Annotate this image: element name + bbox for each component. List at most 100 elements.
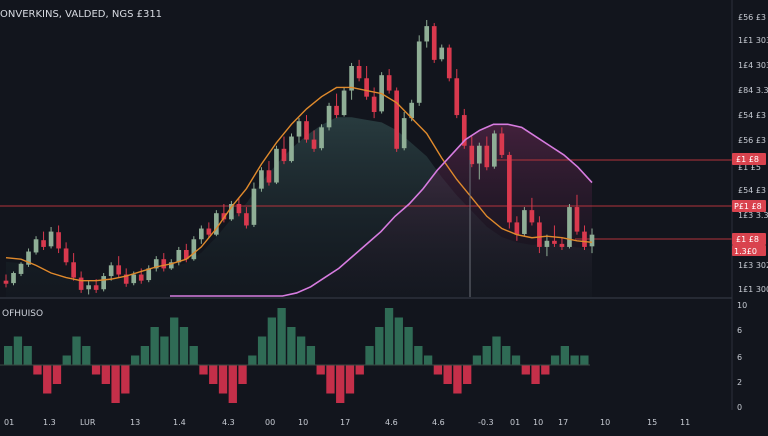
indicator-bar <box>511 355 521 365</box>
candle-body <box>274 148 279 183</box>
candle-body <box>507 154 512 223</box>
candle-body <box>386 75 392 91</box>
candle-body <box>199 228 204 240</box>
indicator-bar <box>453 365 462 394</box>
candle-body <box>101 276 106 290</box>
candle <box>26 248 31 267</box>
time-axis-label: 01 <box>4 418 14 427</box>
candle-body <box>146 268 152 281</box>
candle <box>552 225 557 247</box>
indicator-bar <box>384 308 394 365</box>
indicator-axis-label: 10 <box>737 301 747 310</box>
candle <box>274 145 279 185</box>
candle-body <box>229 204 234 220</box>
candle <box>33 236 39 255</box>
indicator-bar <box>365 346 374 365</box>
indicator-bar <box>326 365 335 394</box>
candle <box>461 108 467 149</box>
candle <box>93 279 99 293</box>
candle-body <box>221 213 227 220</box>
indicator-axis: 10 6 6 2 0 <box>737 301 747 412</box>
candle-body <box>589 234 595 247</box>
price-tag-label: 1.3£0 <box>734 247 757 256</box>
candle-body <box>446 47 452 79</box>
moving-averages <box>5 86 593 297</box>
indicator-bar <box>23 346 32 365</box>
time-axis-label: 10 <box>600 418 610 427</box>
candle <box>153 256 159 272</box>
candle-body <box>78 277 84 290</box>
candle-body <box>544 240 550 247</box>
candle-body <box>161 259 167 269</box>
price-tag[interactable]: £1 £8 <box>732 233 766 245</box>
candle-body <box>18 263 24 274</box>
indicator-bar <box>316 365 325 375</box>
candle <box>416 35 422 106</box>
candle <box>326 102 332 131</box>
indicator-bar <box>375 327 384 365</box>
indicator-axis-label: 0 <box>737 403 742 412</box>
candle-body <box>514 222 520 235</box>
candle-body <box>461 115 467 146</box>
candle <box>229 200 234 221</box>
candle-body <box>326 105 332 128</box>
candle-body <box>183 250 189 260</box>
candle-body <box>116 265 122 275</box>
time-axis-label: 01 <box>510 418 520 427</box>
candle-body <box>416 41 422 103</box>
indicator-bar <box>355 365 364 375</box>
candle <box>48 227 54 249</box>
candle-body <box>138 274 144 281</box>
candle <box>71 253 76 281</box>
indicator-bar <box>189 346 198 365</box>
candle <box>341 87 347 117</box>
candle-body <box>86 285 91 290</box>
indicator-bar <box>248 355 257 365</box>
indicator-bar <box>160 336 169 365</box>
indicator-bar <box>33 365 42 375</box>
indicator-bar <box>492 336 501 365</box>
candle <box>11 271 16 286</box>
candle <box>574 194 580 235</box>
price-axis-label: 1£1 300 <box>738 285 768 294</box>
candle <box>236 197 242 217</box>
candle <box>424 20 430 48</box>
ma-fast-line <box>5 86 593 282</box>
candle-body <box>304 121 309 140</box>
indicator-bar <box>150 327 159 365</box>
indicator-bar <box>130 355 140 365</box>
indicator-bar <box>297 336 306 365</box>
chart-title: ONVERKINS, VALDED, NGS £311 <box>0 9 162 20</box>
candle <box>244 207 249 229</box>
candle <box>123 268 129 287</box>
price-tag[interactable]: 1.3£0 <box>732 245 766 256</box>
price-axis: £56 £3 1£1 303 1£4 303 £84 3.3 £54 £3 £5… <box>738 13 768 294</box>
indicator-axis-label: 2 <box>737 378 742 387</box>
time-axis-label: 11 <box>680 418 690 427</box>
candle <box>446 44 452 82</box>
price-axis-label: £54 £3 <box>738 186 766 195</box>
indicator-bar <box>531 365 540 384</box>
indicator-bar <box>267 317 277 365</box>
candle <box>56 225 61 254</box>
candle-body <box>439 47 445 60</box>
price-tag[interactable]: P£1 £8 <box>732 200 766 212</box>
candle <box>3 274 9 288</box>
time-axis-label: 15 <box>647 418 657 427</box>
price-tag-label: £1 £8 <box>736 155 759 164</box>
candle-body <box>131 274 137 284</box>
candle-body <box>259 170 264 189</box>
indicator-bar <box>482 346 491 365</box>
candle-body <box>168 262 174 269</box>
price-tag[interactable]: £1 £8 <box>732 153 766 165</box>
candle-body <box>33 239 39 253</box>
candle-body <box>236 204 242 214</box>
candle-body <box>431 26 437 60</box>
price-axis-label: £56 £3 <box>738 13 766 22</box>
candle <box>199 225 204 244</box>
candle <box>146 265 152 283</box>
candle <box>514 216 520 241</box>
candle <box>394 87 399 152</box>
candle <box>439 44 445 62</box>
